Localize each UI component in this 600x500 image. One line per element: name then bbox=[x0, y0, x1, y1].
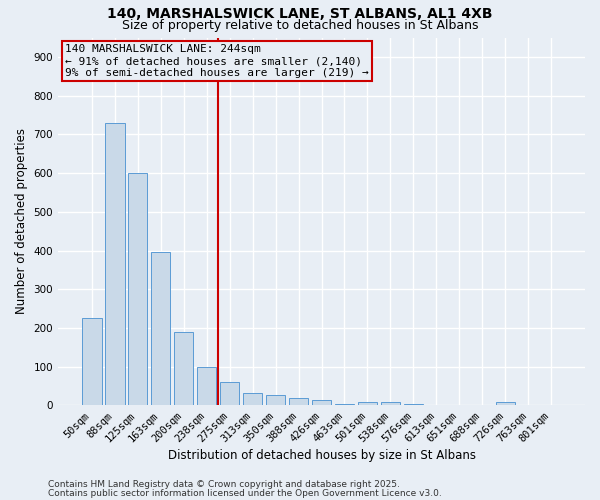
Bar bbox=[174, 332, 193, 406]
Bar bbox=[105, 122, 125, 406]
Text: Contains HM Land Registry data © Crown copyright and database right 2025.: Contains HM Land Registry data © Crown c… bbox=[48, 480, 400, 489]
Bar bbox=[380, 402, 400, 406]
Bar bbox=[312, 400, 331, 406]
Text: 140, MARSHALSWICK LANE, ST ALBANS, AL1 4XB: 140, MARSHALSWICK LANE, ST ALBANS, AL1 4… bbox=[107, 8, 493, 22]
Text: Contains public sector information licensed under the Open Government Licence v3: Contains public sector information licen… bbox=[48, 489, 442, 498]
Bar bbox=[496, 402, 515, 406]
Text: 140 MARSHALSWICK LANE: 244sqm
← 91% of detached houses are smaller (2,140)
9% of: 140 MARSHALSWICK LANE: 244sqm ← 91% of d… bbox=[65, 44, 369, 78]
Y-axis label: Number of detached properties: Number of detached properties bbox=[15, 128, 28, 314]
Bar bbox=[404, 404, 423, 406]
Bar bbox=[151, 252, 170, 406]
Bar bbox=[220, 382, 239, 406]
Bar bbox=[289, 398, 308, 406]
X-axis label: Distribution of detached houses by size in St Albans: Distribution of detached houses by size … bbox=[167, 450, 476, 462]
Bar bbox=[243, 393, 262, 406]
Bar bbox=[335, 404, 354, 406]
Bar bbox=[358, 402, 377, 406]
Bar bbox=[82, 318, 101, 406]
Text: Size of property relative to detached houses in St Albans: Size of property relative to detached ho… bbox=[122, 18, 478, 32]
Bar bbox=[128, 173, 148, 406]
Bar bbox=[266, 394, 286, 406]
Bar bbox=[197, 367, 217, 406]
